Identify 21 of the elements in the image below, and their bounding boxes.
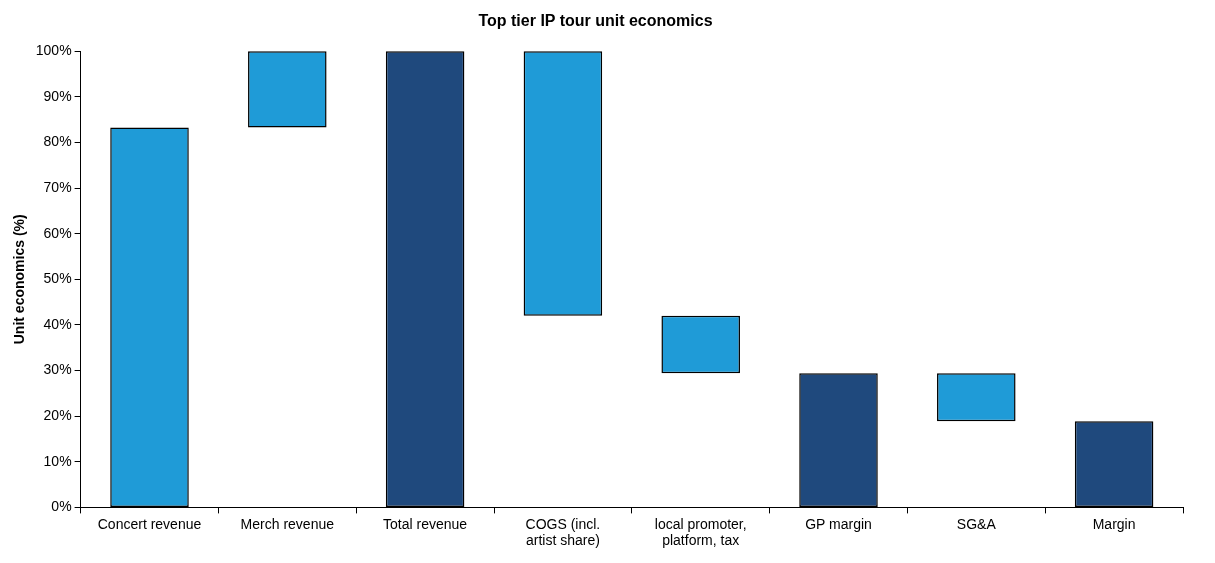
x-tick-label: Concert revenue <box>97 515 202 532</box>
y-tick-label: 30% <box>43 361 72 378</box>
y-tick-label: 10% <box>43 452 72 469</box>
y-tick-label: 40% <box>43 315 72 332</box>
x-tick-label: Merch revenue <box>240 515 335 532</box>
y-tick-label: 80% <box>43 133 72 150</box>
x-tick-label: Total revenue <box>383 515 468 532</box>
x-tick-label: SG&A <box>956 515 997 532</box>
y-tick-label: 20% <box>43 407 72 424</box>
x-tick-label: Margin <box>1092 515 1136 532</box>
x-tick-label: local promoter, platform, tax <box>654 515 747 549</box>
y-tick-label: 100% <box>35 42 72 59</box>
y-tick-label: 60% <box>43 224 72 241</box>
y-tick-label: 50% <box>43 270 72 287</box>
chart-title: Top tier IP tour unit economics <box>478 12 713 30</box>
x-tick-label: COGS (incl. artist share) <box>525 515 601 549</box>
y-tick-label: 0% <box>51 498 72 515</box>
y-tick-label: 90% <box>43 87 72 104</box>
y-axis-title: Unit economics (%) <box>11 214 28 345</box>
y-tick-label: 70% <box>43 178 72 195</box>
x-tick-label: GP margin <box>805 515 872 532</box>
